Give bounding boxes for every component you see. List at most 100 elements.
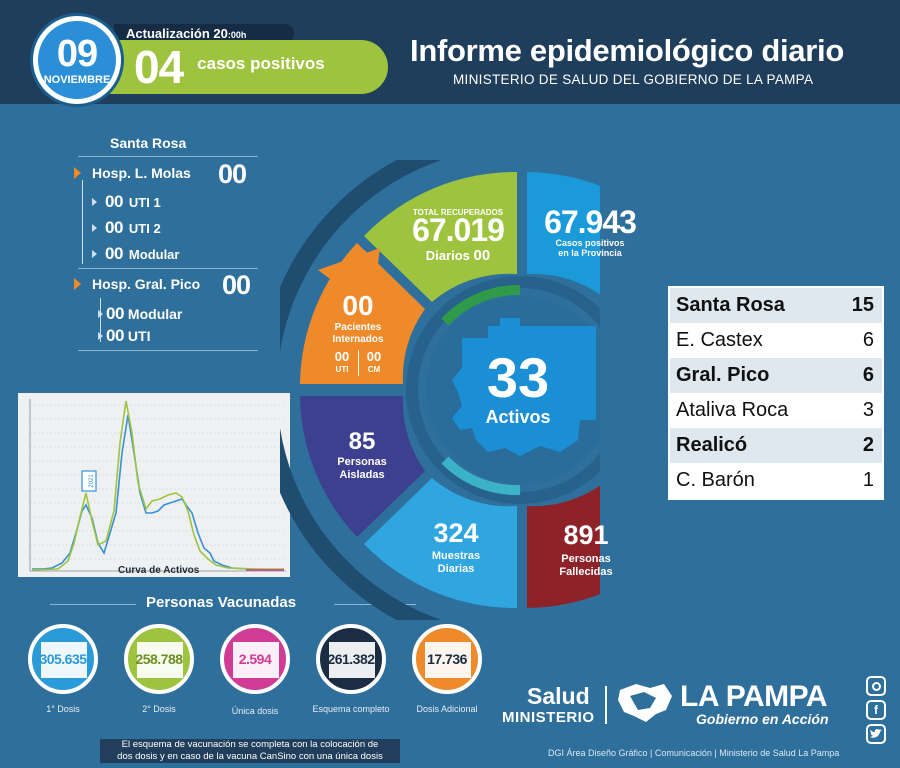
ministerio-logo: MINISTERIO	[502, 709, 595, 726]
la-pampa-emblem-icon	[618, 684, 672, 722]
active-curve-chart: 2021	[18, 393, 290, 577]
hospitalized-uti: 00 UTI	[334, 349, 350, 374]
hospital-pico-value: 00	[222, 270, 251, 300]
inner-teal-arc	[441, 456, 521, 496]
update-time: Actualización 20:00h	[114, 24, 294, 43]
arrow-icon	[98, 310, 103, 318]
la-pampa-logo: LA PAMPA	[680, 680, 828, 713]
deceased-label: Personas Fallecidas	[559, 553, 613, 578]
hospital-molas-value: 00	[218, 159, 247, 189]
divider	[50, 604, 136, 605]
province-map-icon	[425, 642, 471, 678]
samples-value: 324	[433, 518, 479, 548]
vaccinated-title: Personas Vacunadas	[146, 594, 297, 611]
gobierno-tagline: Gobierno en Acción	[696, 711, 829, 727]
hospitalized-cm: 00 CM	[366, 349, 382, 374]
chart-svg: 2021	[29, 399, 286, 572]
arrow-icon	[74, 278, 81, 290]
vaccine-complete-label: Esquema completo	[312, 704, 390, 714]
date-month: NOVIEMBRE	[43, 73, 111, 86]
active-value: 33	[486, 346, 550, 409]
hospital-pico-label: Hosp. Gral. Pico	[92, 276, 201, 292]
table-row: Santa Rosa 15	[670, 288, 882, 323]
molas-modular: 00 Modular	[92, 244, 179, 264]
chart-callout: 2021	[89, 474, 95, 488]
page-title: Informe epidemiológico diario	[410, 33, 844, 68]
salud-logo: Salud	[527, 683, 590, 709]
segment-recovered	[364, 171, 517, 302]
vaccine-complete: 261.382	[316, 624, 386, 694]
province-map-icon	[233, 642, 279, 678]
chart-callout-box	[81, 470, 97, 492]
twitter-icon[interactable]	[866, 724, 886, 744]
arrow-icon	[92, 224, 97, 232]
inner-green-arc	[441, 284, 521, 326]
table-row: Ataliva Roca 3	[670, 393, 882, 428]
isolated-label: Personas Aisladas	[337, 456, 387, 481]
province-map-icon	[329, 642, 375, 678]
hospital-molas-label: Hosp. L. Molas	[92, 165, 191, 181]
recovered-daily: Diarios 00	[425, 247, 491, 264]
vaccine-additional: 17.736	[412, 624, 482, 694]
segment-hospitalized	[300, 243, 425, 384]
vaccine-single-dose-label: Única dosis	[231, 706, 279, 716]
province-map-icon	[137, 642, 183, 678]
new-cases-value: 04	[134, 41, 184, 93]
active-label: Activos	[485, 407, 551, 427]
city-title: Santa Rosa	[110, 135, 187, 151]
table-row: C. Barón 1	[670, 463, 882, 498]
pico-uti: 00 UTI	[98, 326, 150, 346]
vaccine-second-dose: 258.788	[124, 624, 194, 694]
deceased-value: 891	[563, 520, 609, 550]
divider	[358, 350, 359, 376]
divider	[605, 686, 607, 724]
segment-positives	[527, 172, 600, 295]
wheel-inner-ring	[406, 276, 600, 504]
arrow-icon	[92, 250, 97, 258]
arrow-icon	[74, 167, 81, 179]
molas-uti2: 00 UTI 2	[92, 218, 161, 238]
tree-line	[100, 298, 101, 342]
vaccine-footnote: El esquema de vacunación se completa con…	[100, 739, 400, 763]
segment-deceased	[527, 485, 600, 608]
locations-table: Santa Rosa 15 E. Castex 6 Gral. Pico 6 Atal…	[668, 286, 884, 500]
date-day: 09	[56, 32, 98, 75]
segment-isolated	[300, 396, 425, 537]
curve-line-green	[31, 400, 284, 571]
stats-wheel	[280, 160, 600, 620]
recovered-value: 67.019	[412, 212, 505, 248]
vaccine-single-dose: 2.594	[220, 624, 290, 694]
new-cases-label: casos positivos	[197, 54, 325, 73]
new-cases-pill: 04 casos positivos	[110, 40, 388, 94]
curve-line-blue	[32, 414, 284, 571]
facebook-icon[interactable]: f	[866, 700, 886, 720]
arrow-icon	[98, 332, 103, 340]
table-row: Gral. Pico 6	[670, 358, 882, 393]
province-map	[452, 318, 596, 456]
hospitalized-value: 00	[342, 290, 374, 321]
province-map-icon	[41, 642, 87, 678]
page-subtitle: MINISTERIO DE SALUD DEL GOBIERNO DE LA P…	[453, 72, 814, 87]
hospitalized-label: Pacientes Internados	[332, 322, 384, 345]
table-row: Realicó 2	[670, 428, 882, 463]
divider	[78, 156, 258, 157]
tree-line	[82, 180, 83, 264]
chart-gridlines	[30, 404, 286, 560]
recovered-heading: TOTAL RECUPERADOS	[412, 208, 504, 217]
vaccine-second-dose-label: 2° Dosis	[142, 704, 176, 714]
samples-label: Muestras Diarias	[431, 550, 481, 575]
isolated-value: 85	[348, 428, 376, 455]
date-badge: 09 NOVIEMBRE	[33, 16, 121, 104]
chart-caption: Curva de Activos	[118, 565, 200, 576]
instagram-icon[interactable]	[866, 676, 886, 696]
pico-modular: 00 Modular	[98, 304, 182, 324]
vaccine-first-dose-label: 1° Dosis	[46, 704, 80, 714]
vaccine-additional-label: Dosis Adicional	[416, 704, 478, 714]
segment-samples	[364, 478, 517, 609]
credits: DGI Área Diseño Gráfico | Comunicación |…	[548, 748, 840, 758]
arrow-icon	[92, 198, 97, 206]
table-row: E. Castex 6	[670, 323, 882, 358]
positives-value: 67.943	[544, 204, 637, 240]
divider	[78, 268, 258, 269]
divider	[78, 350, 258, 351]
